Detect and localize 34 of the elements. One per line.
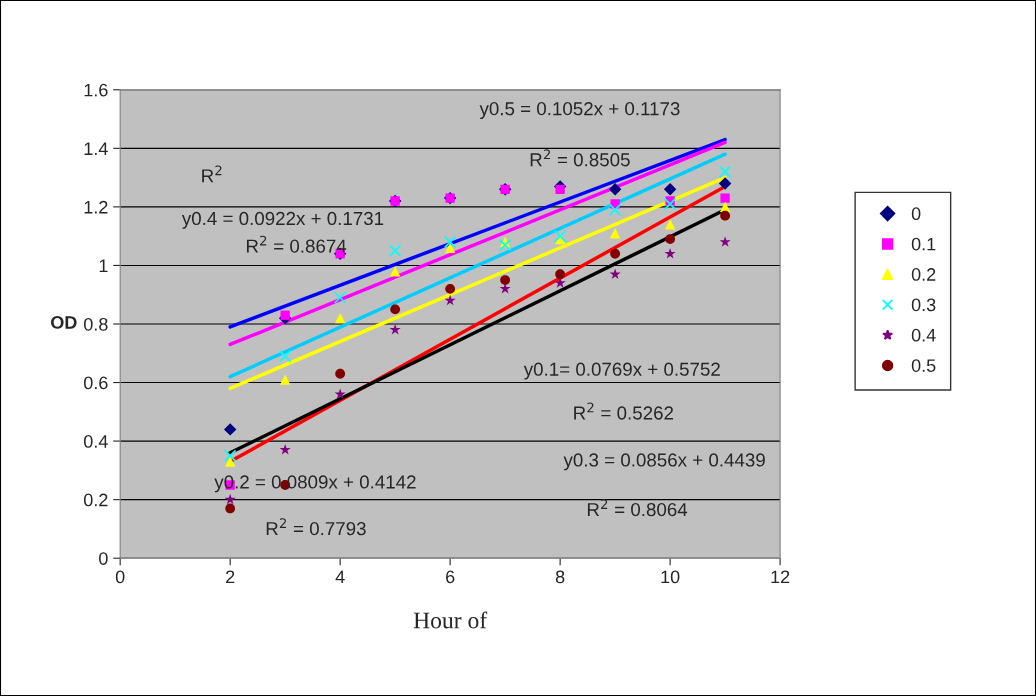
legend-label: 0.4 — [911, 328, 936, 342]
y-tick-label: 0 — [99, 552, 108, 565]
y-tick-label: 1.6 — [84, 83, 108, 97]
annotation: y0.5 = 0.1052x + 0.1173 — [479, 102, 680, 120]
legend-label: 0 — [911, 207, 921, 221]
x-tick-label: 0 — [115, 570, 125, 584]
y-tick-label: 1.4 — [84, 142, 108, 155]
y-tick-label: 1.2 — [84, 200, 108, 214]
annotation: y0.1= 0.0769x + 0.5752 — [523, 362, 720, 380]
annotation: y0.3 = 0.0856x + 0.4439 — [563, 453, 765, 471]
x-tick-label: 8 — [555, 570, 565, 584]
legend-label: 0.2 — [911, 268, 936, 281]
y-axis-title: OD — [51, 316, 77, 329]
y-tick-label: 0.2 — [83, 493, 108, 507]
x-tick-label: 12 — [771, 570, 790, 584]
y-tick-label: 0.4 — [83, 435, 108, 448]
annotation: y0.4 = 0.0922x + 0.1731 — [181, 211, 384, 229]
y-tick-label: 0.6 — [83, 376, 108, 390]
annotation: R$^{2}$ = 0.5262 — [574, 402, 674, 420]
y-tick-label: 0.8 — [83, 317, 108, 331]
annotation: R$^{2}$ = 0.8505 — [530, 149, 630, 167]
x-axis-title: Hour of — [413, 611, 488, 629]
annotation: R$^{2}$ = 0.7793 — [266, 518, 366, 536]
legend-label: 0.1 — [911, 237, 936, 251]
annotation: R$^{2}$ — [202, 165, 222, 183]
y-tick-label: 1 — [99, 259, 108, 272]
x-tick-label: 10 — [661, 570, 680, 584]
annotation: R$^{2}$ = 0.8064 — [587, 499, 688, 517]
x-tick-label: 4 — [335, 570, 345, 584]
x-tick-label: 6 — [446, 570, 455, 584]
legend-label: 0.3 — [911, 298, 936, 312]
x-tick-label: 2 — [226, 570, 235, 584]
annotation: R$^{2}$ = 0.8674 — [246, 235, 347, 253]
legend-label: 0.5 — [911, 359, 936, 372]
